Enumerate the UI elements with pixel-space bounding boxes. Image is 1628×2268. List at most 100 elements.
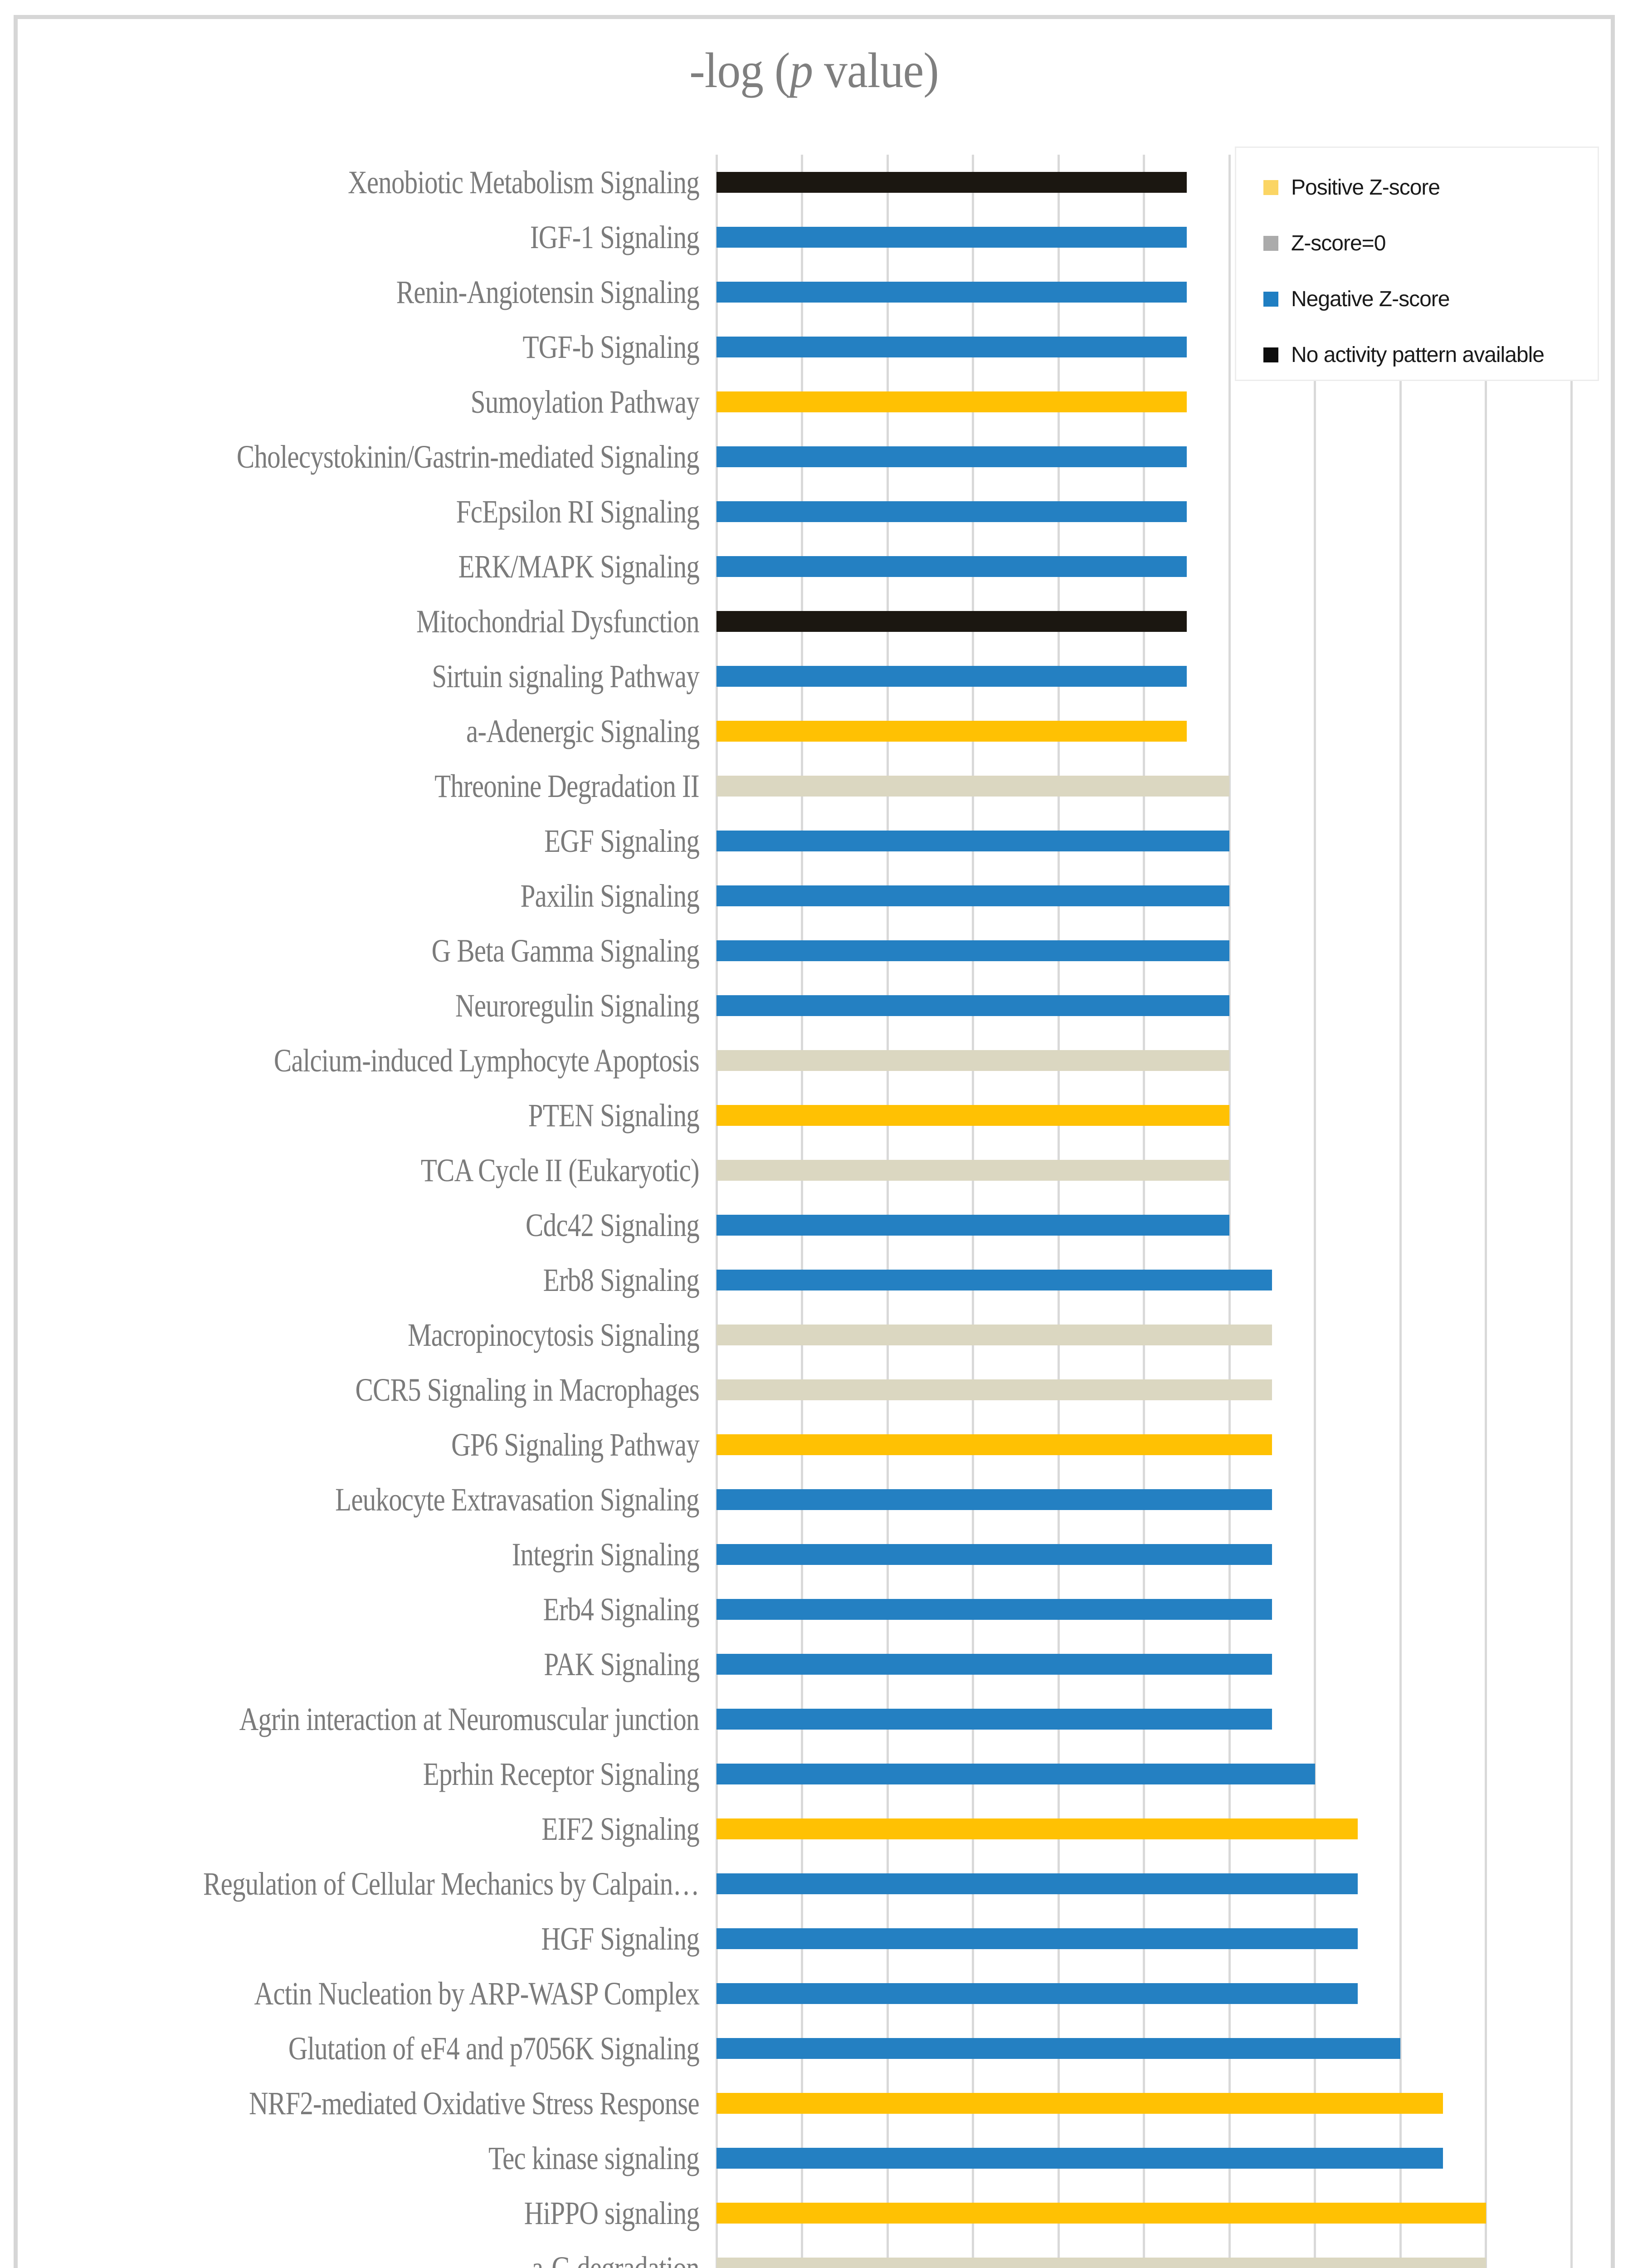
bar-negative [717, 1269, 1272, 1290]
category-label: TGF-b Signaling [522, 328, 699, 365]
category-label: Cdc42 Signaling [526, 1207, 700, 1243]
legend-item: Negative Z-score [1263, 287, 1450, 311]
bar-negative [717, 501, 1187, 522]
bar-negative [717, 1214, 1229, 1236]
category-label: Calcium-induced Lymphocyte Apoptosis [274, 1042, 700, 1079]
category-label: EIF2 Signaling [541, 1810, 700, 1847]
bar-positive [717, 720, 1187, 742]
bar-no_activity [717, 611, 1187, 632]
legend-swatch-icon [1263, 235, 1278, 251]
category-label: Threonine Degradation II [434, 767, 699, 804]
legend-item: No activity pattern available [1263, 342, 1545, 367]
category-label: NRF2-mediated Oxidative Stress Response [249, 2085, 700, 2121]
gridline-x-1.2 [1228, 155, 1231, 2268]
category-label: Erb4 Signaling [543, 1591, 700, 1628]
bar-negative [717, 2038, 1400, 2059]
bar-zero [717, 1050, 1229, 1071]
chart-title: -log (p value) [49, 42, 1579, 99]
bar-negative [717, 1763, 1315, 1784]
bar-positive [717, 1105, 1229, 1126]
bar-zero [717, 1379, 1272, 1400]
chart-title-prefix: -log ( [689, 43, 790, 98]
bar-negative [717, 1653, 1272, 1675]
bar-negative [717, 1983, 1358, 2004]
gridline-x-1.4 [1314, 155, 1316, 2268]
chart-title-p: p [790, 43, 813, 98]
legend-item: Z-score=0 [1263, 231, 1386, 255]
category-label: Tec kinase signaling [488, 2140, 700, 2176]
bar-negative [717, 556, 1187, 577]
category-label: CCR5 Signaling in Macrophages [355, 1371, 700, 1408]
legend-item-label: Z-score=0 [1291, 231, 1386, 255]
bar-negative [717, 885, 1229, 906]
bar-negative [717, 1598, 1272, 1620]
bar-no_activity [717, 171, 1187, 193]
category-label: Cholecystokinin/Gastrin-mediated Signali… [237, 438, 700, 475]
bar-positive [717, 1434, 1272, 1455]
category-label: Neuroregulin Signaling [455, 987, 700, 1024]
category-label: PAK Signaling [543, 1646, 700, 1682]
category-label: a-G degradation [531, 2249, 699, 2268]
category-label: Glutation of eF4 and p7056K Signaling [288, 2030, 700, 2067]
category-label: Integrin Signaling [512, 1536, 700, 1573]
legend-item-label: Positive Z-score [1291, 175, 1440, 200]
chart-title-suffix: value) [813, 43, 939, 98]
legend-swatch-icon [1263, 180, 1278, 195]
category-label: Actin Nucleation by ARP-WASP Complex [254, 1975, 700, 2012]
category-label: FcEpsilon RI Signaling [456, 493, 700, 530]
gridline-x-0.4 [886, 155, 889, 2268]
bar-negative [717, 1708, 1272, 1730]
bar-zero [717, 2257, 1486, 2268]
gridline-x-0.8 [1057, 155, 1060, 2268]
category-label: EGF Signaling [544, 822, 700, 859]
category-label: ERK/MAPK Signaling [458, 548, 700, 585]
category-label: GP6 Signaling Pathway [451, 1426, 700, 1463]
bar-negative [717, 336, 1187, 357]
gridline-x-0.6 [972, 155, 974, 2268]
bar-negative [717, 446, 1187, 467]
bar-negative [717, 1928, 1358, 1949]
gridline-x-0.2 [801, 155, 803, 2268]
bar-zero [717, 775, 1229, 797]
category-label: G Beta Gamma Signaling [431, 932, 700, 969]
category-label: TCA Cycle II (Eukaryotic) [421, 1152, 700, 1188]
category-label: Renin-Angiotensin Signaling [396, 274, 700, 310]
bar-negative [717, 665, 1187, 687]
gridline-x-0 [715, 155, 718, 2268]
legend-swatch-icon [1263, 291, 1278, 307]
gridline-x-1.8 [1485, 155, 1487, 2268]
legend-item: Positive Z-score [1263, 175, 1440, 200]
legend-swatch-icon [1263, 347, 1278, 362]
category-label: Erb8 Signaling [543, 1261, 700, 1298]
category-label: Regulation of Cellular Mechanics by Calp… [203, 1865, 699, 1902]
category-label: Xenobiotic Metabolism Signaling [348, 164, 700, 200]
bar-positive [717, 2092, 1443, 2114]
gridline-x-1.6 [1399, 155, 1402, 2268]
bar-negative [717, 281, 1187, 303]
category-label: HiPPO signaling [524, 2195, 700, 2231]
category-label: Mitochondrial Dysfunction [416, 603, 700, 640]
bar-zero [717, 1324, 1272, 1345]
gridline-x-2 [1570, 155, 1573, 2268]
category-label: Agrin interaction at Neuromuscular junct… [239, 1701, 700, 1737]
gridline-x-1 [1143, 155, 1145, 2268]
category-label: Sirtuin signaling Pathway [432, 658, 699, 694]
category-label: Paxilin Signaling [520, 877, 700, 914]
bar-negative [717, 1873, 1358, 1894]
bar-negative [717, 226, 1187, 248]
bar-negative [717, 1489, 1272, 1510]
bar-negative [717, 1544, 1272, 1565]
bar-positive [717, 2202, 1486, 2224]
figure-border-frame [14, 15, 1615, 2268]
category-label: HGF Signaling [541, 1920, 699, 1957]
bar-negative [717, 940, 1229, 961]
category-label: Macropinocytosis Signaling [408, 1316, 700, 1353]
legend-item-label: No activity pattern available [1291, 342, 1545, 367]
bar-zero [717, 1159, 1229, 1181]
category-label: Leukocyte Extravasation Signaling [335, 1481, 699, 1518]
legend: Positive Z-score Z-score=0 Negative Z-scor… [1235, 147, 1599, 381]
bar-negative [717, 2147, 1443, 2169]
category-label: Eprhin Receptor Signaling [423, 1755, 700, 1792]
